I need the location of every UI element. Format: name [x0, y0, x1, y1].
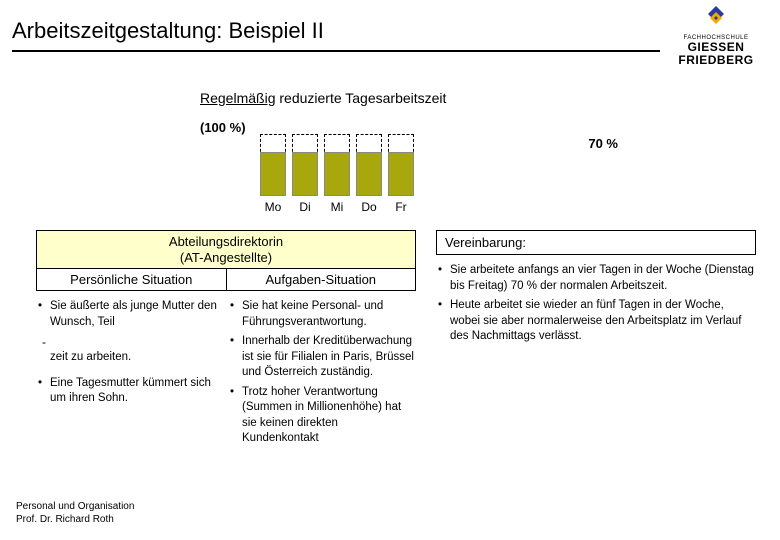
chart-bar [388, 134, 414, 196]
worktime-chart: Regelmäßig reduzierte Tagesarbeitszeit (… [200, 90, 560, 196]
institution-logo: FACHHOCHSCHULE GIESSEN FRIEDBERG [666, 6, 766, 66]
footer-line1: Personal und Organisation [16, 500, 134, 513]
chart-bar [356, 134, 382, 196]
chart-title: Regelmäßig reduzierte Tagesarbeitszeit [200, 90, 560, 106]
slide-footer: Personal und Organisation Prof. Dr. Rich… [16, 500, 134, 526]
logo-line2: FRIEDBERG [666, 54, 766, 67]
logo-diamond-icon [702, 6, 730, 35]
personal-situation-heading: Persönliche Situation [36, 269, 227, 291]
chart-day-label: Mo [260, 200, 286, 214]
agreement-list: Sie arbeitete anfangs an vier Tagen in d… [438, 263, 754, 345]
role-box: Abteilungsdirektorin (AT-Angestellte) [36, 230, 416, 269]
agreement-bullet-1: Sie arbeitete anfangs an vier Tagen in d… [438, 263, 754, 294]
personal-bullet-1a: Sie äußerte als junge Mutter den Wunsch,… [38, 299, 222, 330]
footer-line2: Prof. Dr. Richard Roth [16, 513, 134, 526]
role-line1: Abteilungsdirektorin [169, 234, 283, 249]
hyphen-continuation: - [38, 334, 222, 350]
personal-bullet-1b: zeit zu arbeiten. [38, 350, 222, 366]
chart-day-label: Do [356, 200, 382, 214]
person-panel: Abteilungsdirektorin (AT-Angestellte) Pe… [36, 230, 416, 459]
personal-situation-list: Sie äußerte als junge Mutter den Wunsch,… [38, 299, 222, 451]
chart-day-label: Di [292, 200, 318, 214]
task-bullet-3: Trotz hoher Verantwortung (Summen in Mil… [230, 385, 414, 447]
chart-bar [292, 134, 318, 196]
title-underline [12, 50, 660, 52]
reduced-pct-label: 70 % [588, 136, 618, 151]
chart-day-label: Mi [324, 200, 350, 214]
role-line2: (AT-Angestellte) [180, 250, 272, 265]
chart-title-rest: reduzierte Tagesarbeitszeit [275, 90, 446, 106]
task-situation-list: Sie hat keine Personal- und Führungsvera… [230, 299, 414, 451]
task-bullet-2: Innerhalb der Kreditüberwachung ist sie … [230, 334, 414, 381]
task-bullet-1: Sie hat keine Personal- und Führungsvera… [230, 299, 414, 330]
agreement-heading: Vereinbarung: [436, 230, 756, 255]
full-pct-label: (100 %) [200, 120, 246, 135]
logo-line1: GIESSEN [666, 41, 766, 54]
chart-day-label: Fr [388, 200, 414, 214]
personal-bullet-2: Eine Tagesmutter kümmert sich um ihren S… [38, 376, 222, 407]
task-situation-heading: Aufgaben-Situation [227, 269, 417, 291]
agreement-panel: Vereinbarung: Sie arbeitete anfangs an v… [436, 230, 756, 459]
agreement-bullet-2: Heute arbeitet sie wieder an fünf Tagen … [438, 298, 754, 345]
chart-title-underlined: Regelmäßig [200, 90, 275, 106]
chart-bar [260, 134, 286, 196]
chart-bar [324, 134, 350, 196]
page-title: Arbeitszeitgestaltung: Beispiel II [12, 18, 660, 48]
